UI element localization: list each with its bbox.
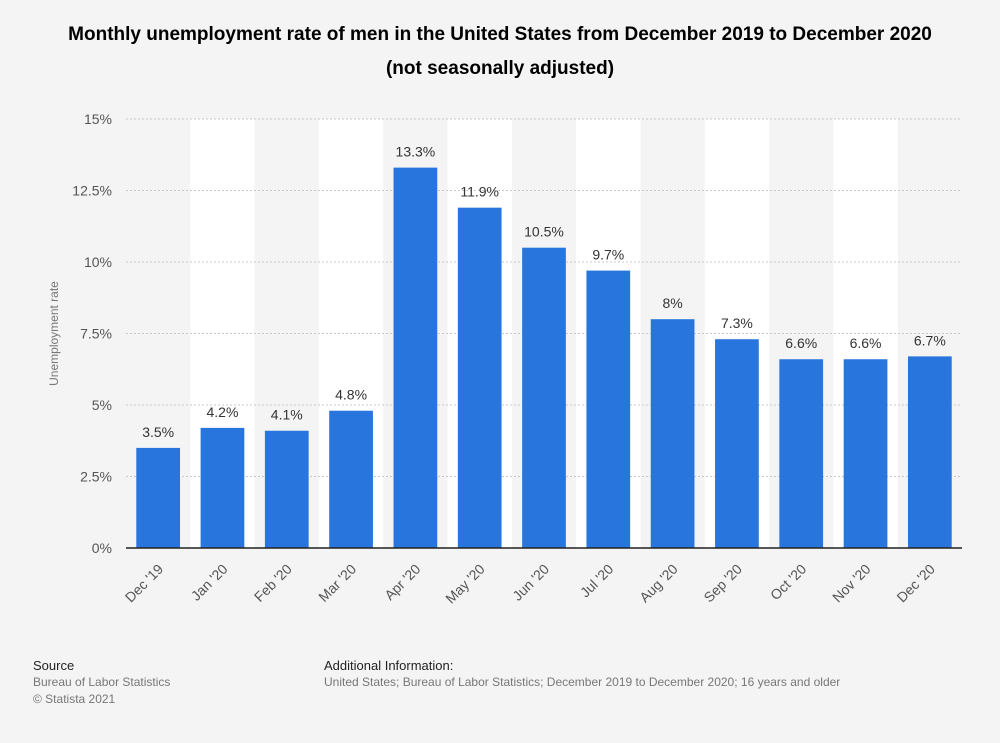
x-tick-label: Jul '20	[577, 561, 617, 601]
data-label: 7.3%	[721, 315, 753, 331]
bar	[329, 410, 373, 548]
x-tick-label: Nov '20	[829, 561, 874, 606]
additional-info-block: Additional Information: United States; B…	[324, 657, 840, 691]
x-tick-label: May '20	[442, 561, 488, 607]
y-tick-label: 10%	[84, 254, 112, 270]
y-axis-label: Unemployment rate	[47, 281, 61, 386]
data-label: 11.9%	[460, 184, 499, 200]
y-tick-label: 15%	[84, 111, 112, 127]
data-label: 6.6%	[850, 335, 882, 351]
data-label: 8%	[662, 295, 682, 311]
y-tick-label: 2.5%	[80, 469, 112, 485]
x-tick-label: Apr '20	[381, 561, 424, 604]
data-label: 9.7%	[592, 247, 624, 263]
additional-info-text: United States; Bureau of Labor Statistic…	[324, 675, 841, 689]
x-tick-label: Jun '20	[509, 561, 552, 604]
x-tick-label: Mar '20	[315, 561, 359, 605]
bar	[650, 319, 695, 548]
x-tick-label: Feb '20	[251, 561, 295, 605]
bar	[779, 359, 824, 548]
source-line-1: Bureau of Labor Statistics	[33, 675, 171, 689]
bar	[200, 427, 245, 548]
data-label: 3.5%	[142, 424, 174, 440]
y-tick-label: 5%	[92, 397, 112, 413]
data-label: 6.6%	[785, 335, 817, 351]
source-heading: Source	[33, 658, 75, 673]
bar	[522, 247, 566, 548]
y-tick-label: 0%	[92, 540, 112, 556]
data-label: 13.3%	[396, 144, 436, 160]
y-tick-label: 7.5%	[80, 326, 112, 342]
data-label: 10.5%	[524, 224, 564, 240]
bar	[586, 270, 631, 548]
source-line-2: © Statista 2021	[33, 692, 116, 706]
x-tick-label: Oct '20	[767, 561, 810, 604]
x-tick-label: Dec '20	[893, 561, 938, 606]
y-tick-label: 12.5%	[72, 183, 112, 199]
bar	[715, 339, 759, 548]
bar	[393, 167, 438, 548]
x-tick-label: Dec '19	[122, 561, 167, 606]
bar	[843, 359, 888, 548]
data-label: 4.1%	[271, 407, 303, 423]
data-label: 6.7%	[914, 332, 946, 348]
data-label: 4.8%	[335, 387, 367, 403]
source-block: Source Bureau of Labor Statistics © Stat…	[33, 657, 170, 708]
additional-info-heading: Additional Information:	[324, 658, 454, 673]
chart-title: Monthly unemployment rate of men in the …	[68, 24, 932, 79]
bar	[264, 430, 309, 548]
x-tick-label: Jan '20	[188, 561, 231, 604]
bar	[907, 356, 952, 548]
x-tick-label: Aug '20	[636, 561, 681, 606]
data-label: 4.2%	[207, 404, 239, 420]
bar	[457, 207, 502, 548]
x-tick-label: Sep '20	[700, 561, 745, 606]
bar	[136, 447, 181, 548]
